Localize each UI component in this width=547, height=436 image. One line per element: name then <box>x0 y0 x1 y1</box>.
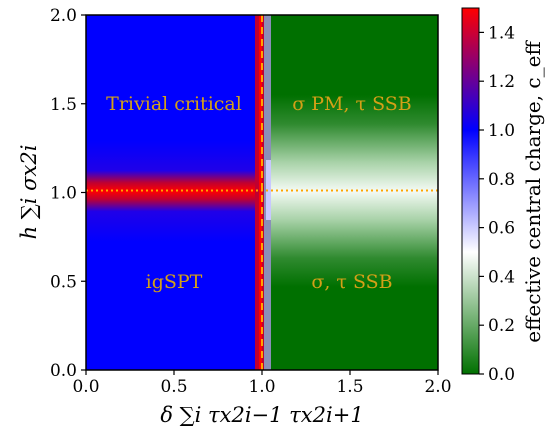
y-tick-label: 1.5 <box>50 95 77 115</box>
colorbar-label: effective central charge, c_eff <box>521 40 545 343</box>
x-tick-label: 1.0 <box>248 377 275 397</box>
vertical-critical-inner <box>259 15 262 370</box>
vertical-transition-glow <box>266 160 271 220</box>
y-axis-ticks: 0.0 0.5 1.0 1.5 2.0 <box>50 6 86 381</box>
x-tick-label: 2.0 <box>424 377 451 397</box>
y-tick-label: 0.0 <box>50 361 77 381</box>
colorbar-tick-label: 0.6 <box>488 219 515 239</box>
y-tick-label: 0.5 <box>50 272 77 292</box>
x-axis-label: δ ∑i τx2i−1 τx2i+1 <box>160 403 363 427</box>
colorbar-tick-label: 0.8 <box>488 170 515 190</box>
right-critical-band <box>271 95 438 287</box>
y-tick-label: 2.0 <box>50 6 77 26</box>
colorbar-tick-label: 1.2 <box>488 72 515 92</box>
x-tick-label: 1.5 <box>336 377 363 397</box>
x-axis-ticks: 0.0 0.5 1.0 1.5 2.0 <box>72 370 452 397</box>
y-tick-label: 1.0 <box>50 184 77 204</box>
colorbar-tick-label: 0.4 <box>488 267 515 287</box>
x-tick-label: 0.5 <box>160 377 187 397</box>
region-label-trivial-critical: Trivial critical <box>106 93 242 115</box>
region-label-sigma-pm-tau-ssb: σ PM, τ SSB <box>292 93 412 115</box>
colorbar-tick-label: 1.4 <box>488 23 515 43</box>
colorbar-tick-label: 0.0 <box>488 365 515 385</box>
y-axis-label: h ∑i σx2i <box>17 145 41 240</box>
colorbar <box>461 7 480 375</box>
region-label-sigma-tau-ssb: σ, τ SSB <box>311 271 392 293</box>
colorbar-tick-label: 0.2 <box>488 316 515 336</box>
colorbar-ticks: 0.0 0.2 0.4 0.6 0.8 1.0 1.2 1.4 <box>479 23 515 385</box>
region-label-igspt: igSPT <box>146 271 203 293</box>
x-tick-label: 0.0 <box>72 377 99 397</box>
plot-area <box>86 15 438 370</box>
colorbar-tick-label: 1.0 <box>488 121 515 141</box>
